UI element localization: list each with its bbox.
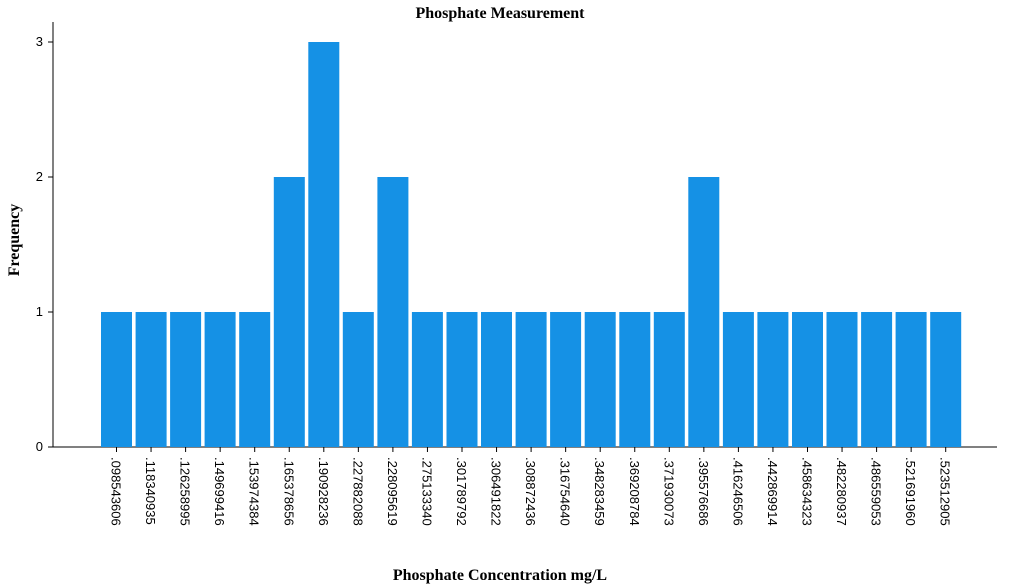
bar	[446, 312, 478, 447]
bar	[101, 312, 132, 447]
x-tick-label: .521691960	[903, 457, 918, 526]
bar	[135, 312, 167, 447]
bar	[204, 312, 236, 447]
bars-group	[101, 42, 962, 447]
x-axis-ticks: .098543606 .118340935 .126258995 .149699416…	[109, 447, 953, 526]
bar	[792, 312, 823, 447]
y-tick-label: 1	[36, 304, 43, 319]
x-tick-label: .486559053	[869, 457, 884, 526]
y-tick-label: 0	[36, 439, 43, 454]
x-axis-title: Phosphate Concentration mg/L	[393, 567, 607, 584]
x-tick-label: .126258995	[178, 457, 193, 526]
x-tick-label: .301789792	[454, 457, 469, 526]
x-tick-label: .308872436	[523, 457, 538, 526]
x-tick-label: .395576686	[696, 457, 711, 526]
bar	[377, 177, 409, 447]
chart-title: Phosphate Measurement	[415, 5, 585, 22]
bar	[895, 312, 927, 447]
bar	[308, 42, 340, 447]
x-tick-label: .442869914	[765, 457, 780, 526]
bar	[861, 312, 893, 447]
bar	[550, 312, 582, 447]
bar	[619, 312, 651, 447]
bar	[170, 312, 202, 447]
bar	[653, 312, 685, 447]
x-tick-label: .306491822	[489, 457, 504, 526]
bar	[411, 312, 443, 447]
x-tick-label: .228095619	[385, 457, 400, 526]
x-tick-label: .369208784	[627, 457, 642, 526]
x-tick-label: .371930073	[661, 457, 676, 526]
bar	[757, 312, 789, 447]
bar	[273, 177, 305, 447]
x-tick-label: .482280937	[834, 457, 849, 526]
bar	[481, 312, 512, 447]
y-axis-ticks: 0 1 2 3	[36, 34, 53, 454]
y-axis-title: Frequency	[6, 204, 23, 277]
x-tick-label: .149699416	[212, 457, 227, 526]
y-tick-label: 2	[36, 169, 43, 184]
bar	[930, 312, 962, 447]
bar	[826, 312, 858, 447]
bar	[722, 312, 754, 447]
x-tick-label: .190928236	[316, 457, 331, 526]
bar	[688, 177, 720, 447]
bar	[342, 312, 374, 447]
x-tick-label: .165378656	[281, 457, 296, 526]
x-tick-label: .316754640	[558, 457, 573, 526]
x-tick-label: .098543606	[109, 457, 124, 526]
bar	[239, 312, 271, 447]
x-tick-label: .348283459	[592, 457, 607, 526]
x-tick-label: .227882088	[350, 457, 365, 526]
bar	[584, 312, 616, 447]
x-tick-label: .523512905	[938, 457, 953, 526]
x-tick-label: .118340935	[143, 457, 158, 525]
x-tick-label: .416246506	[730, 457, 745, 526]
bar	[515, 312, 547, 447]
y-tick-label: 3	[36, 34, 43, 49]
x-tick-label: .458634323	[800, 457, 815, 526]
x-tick-label: .153974384	[247, 457, 262, 526]
x-tick-label: .275133340	[419, 457, 434, 526]
